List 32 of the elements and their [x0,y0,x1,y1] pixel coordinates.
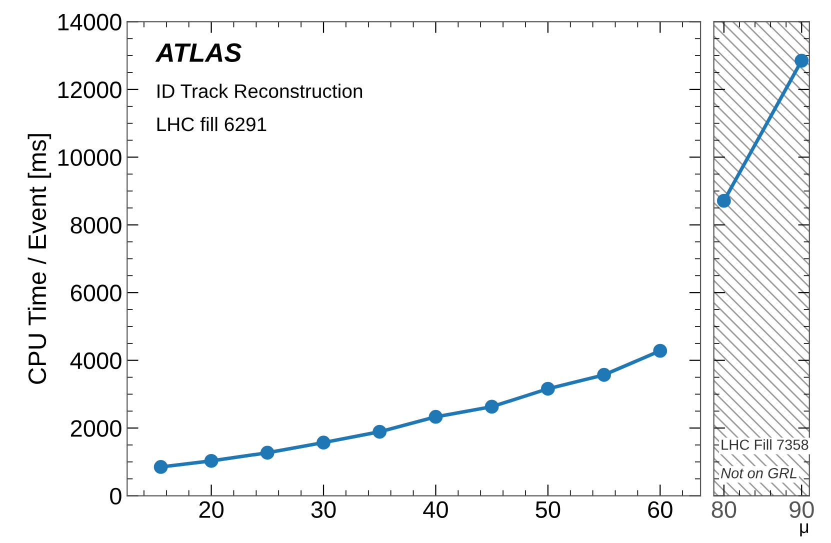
y-axis-title: CPU Time / Event [ms] [28,134,52,384]
y-tick-label: 14000 [58,14,122,31]
point [597,368,611,382]
x-tick-label: 50 [536,501,560,518]
point [316,436,330,450]
point [372,424,387,439]
point [154,460,168,474]
x-axis-title: μ [800,523,808,536]
point [484,400,499,414]
y-tick-label: 8000 [70,216,122,234]
annotation: LHC fill 6291 [157,116,266,132]
x-tick-label: 60 [648,501,672,518]
x-tick-label: 30 [311,501,336,518]
annotation: Not on GRL [720,468,797,478]
y-tick-label: 12000 [58,82,122,98]
point [260,446,274,460]
annotation: ATLAS [155,43,242,62]
point [428,410,443,424]
y-tick-label: 6000 [70,284,122,302]
y-tick-label: 2000 [70,420,122,437]
x-tick-label: 40 [423,501,448,518]
x-tick-label: 80 [712,501,736,518]
point [204,454,218,468]
point [653,344,668,358]
y-tick-label: 10000 [58,149,122,166]
point [540,382,555,396]
y-tick-label: 4000 [70,352,122,370]
annotation: ID Track Reconstruction [158,84,362,98]
x-tick-label: 20 [199,501,224,518]
x-tick-label: 90 [790,501,814,518]
annotation: LHC Fill 7358 [722,439,808,450]
y-tick-label: 0 [110,488,122,505]
